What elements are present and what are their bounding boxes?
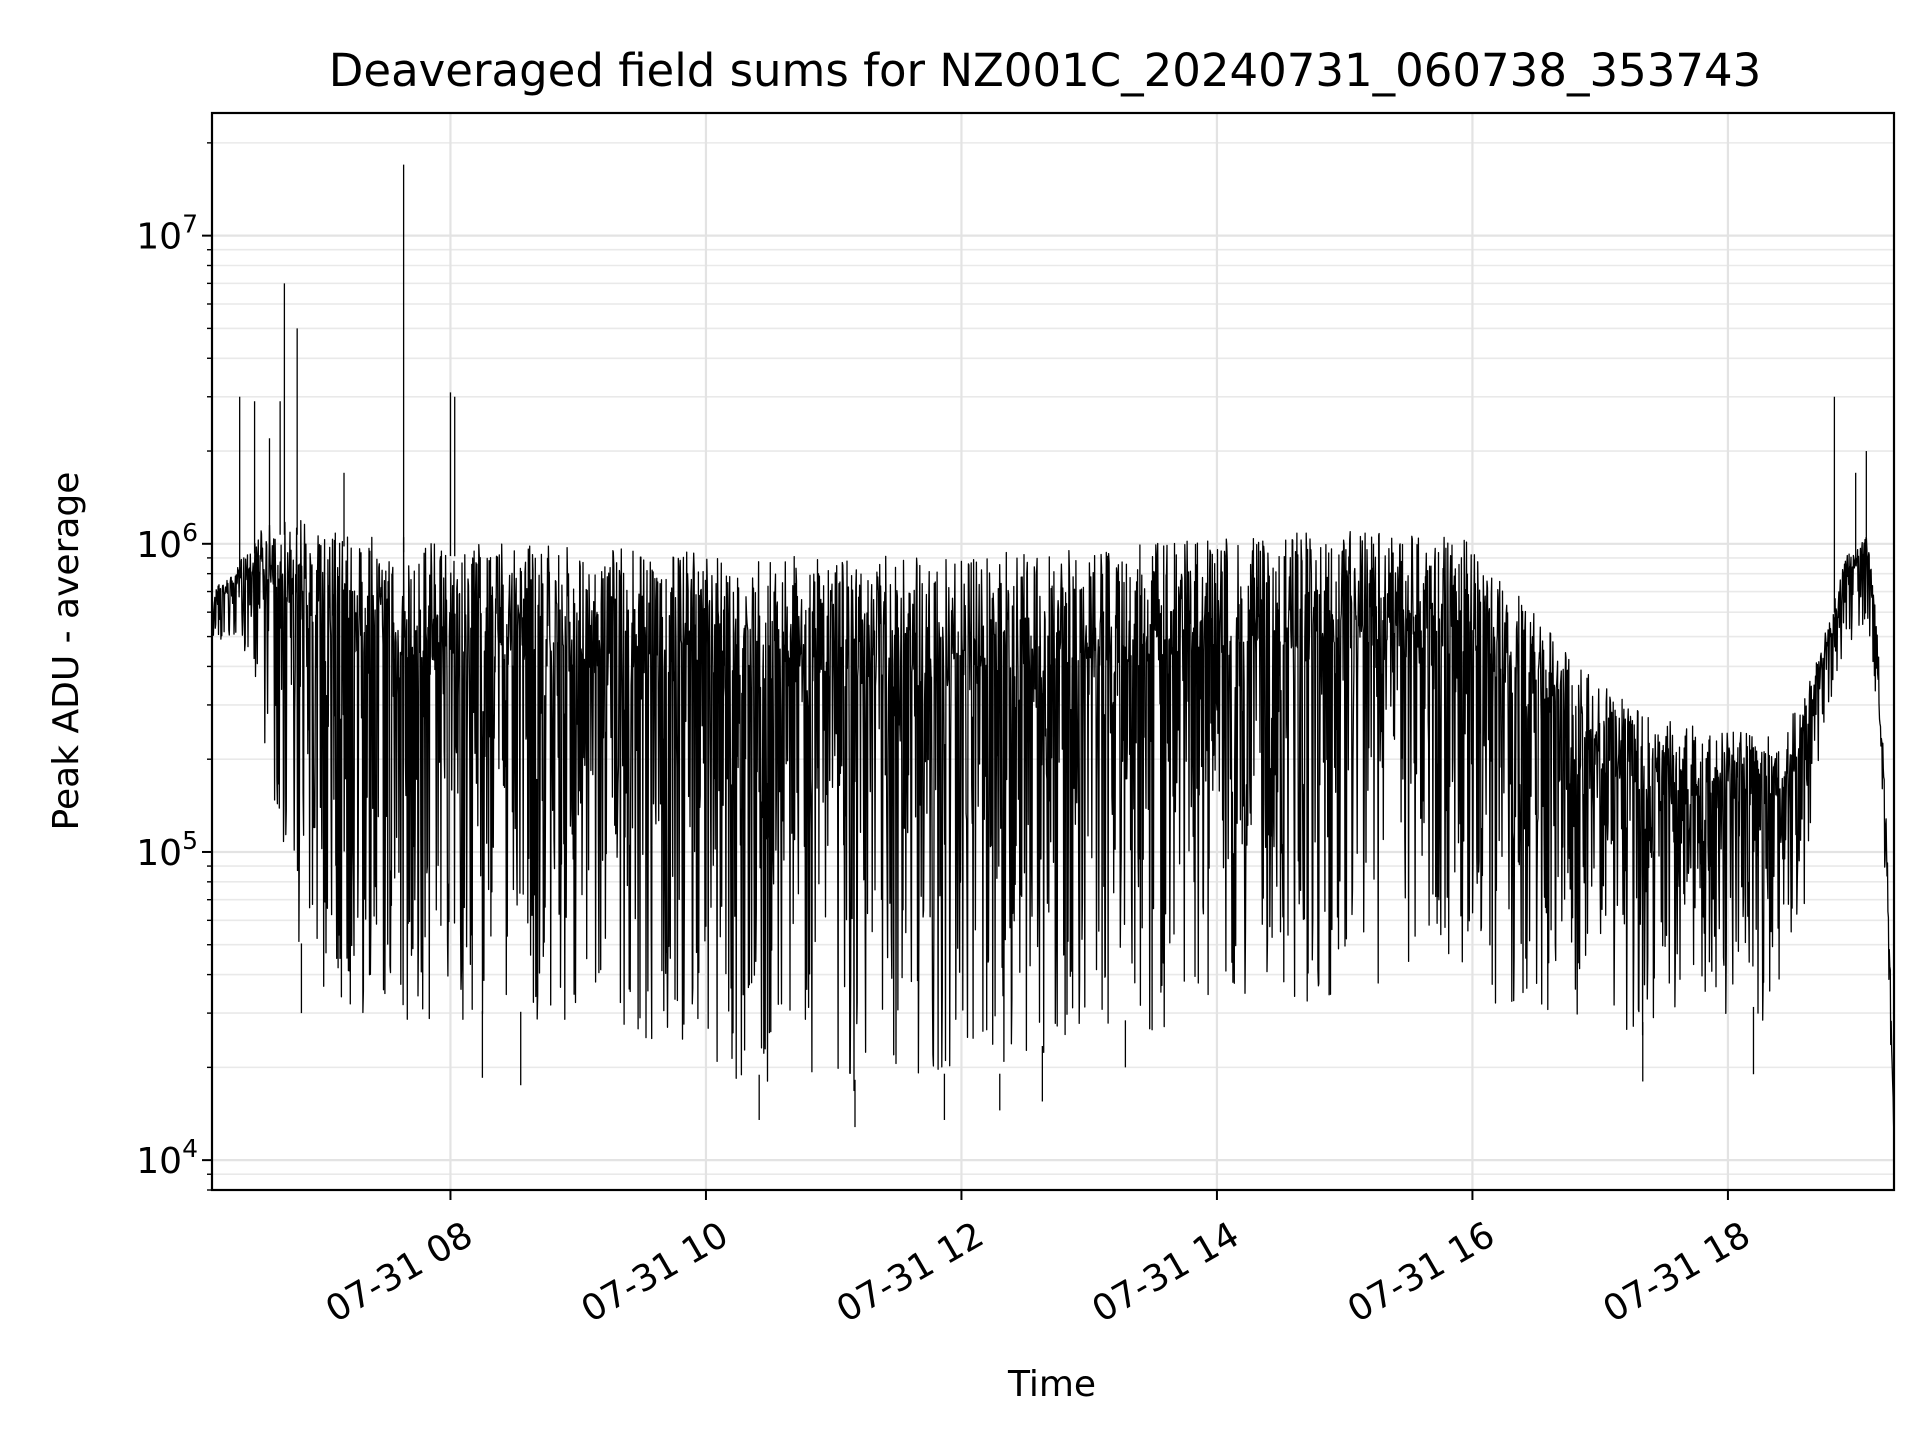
y-tick-base: 10	[136, 1141, 182, 1182]
y-tick-base: 10	[136, 217, 182, 258]
plot-frame	[210, 111, 1896, 1192]
y-tick-exponent: 4	[182, 1134, 198, 1163]
y-tick-base: 10	[136, 525, 182, 566]
y-tick-label: 107	[136, 210, 198, 258]
y-tick-base: 10	[136, 833, 182, 874]
series-line-trace	[211, 520, 1895, 1142]
y-axis-label: Peak ADU - average	[46, 472, 87, 831]
chart-title: Deaveraged field sums for NZ001C_2024073…	[329, 44, 1761, 97]
y-tick-exponent: 5	[182, 826, 198, 855]
y-tick-label: 105	[136, 826, 198, 874]
y-tick-label: 104	[136, 1134, 198, 1182]
y-tick-exponent: 6	[182, 518, 198, 547]
y-tick-exponent: 7	[182, 210, 198, 239]
series	[211, 164, 1895, 1148]
x-axis-label: Time	[1007, 1364, 1096, 1405]
y-tick-label: 106	[136, 518, 198, 566]
